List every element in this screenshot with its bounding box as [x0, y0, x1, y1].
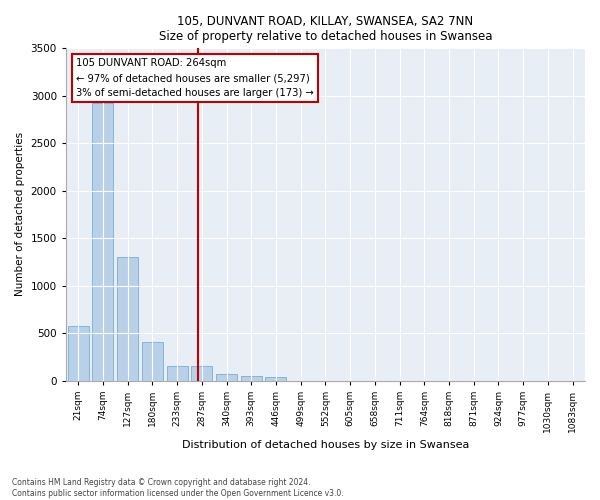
Bar	[191, 366, 212, 380]
X-axis label: Distribution of detached houses by size in Swansea: Distribution of detached houses by size …	[182, 440, 469, 450]
Bar	[265, 376, 286, 380]
Bar	[241, 376, 262, 380]
Bar	[68, 326, 89, 380]
Text: Contains HM Land Registry data © Crown copyright and database right 2024.
Contai: Contains HM Land Registry data © Crown c…	[12, 478, 344, 498]
Bar	[167, 366, 188, 380]
Bar	[92, 104, 113, 380]
Bar	[117, 257, 138, 380]
Y-axis label: Number of detached properties: Number of detached properties	[15, 132, 25, 296]
Bar	[142, 342, 163, 380]
Bar	[216, 374, 237, 380]
Title: 105, DUNVANT ROAD, KILLAY, SWANSEA, SA2 7NN
Size of property relative to detache: 105, DUNVANT ROAD, KILLAY, SWANSEA, SA2 …	[158, 15, 492, 43]
Text: 105 DUNVANT ROAD: 264sqm
← 97% of detached houses are smaller (5,297)
3% of semi: 105 DUNVANT ROAD: 264sqm ← 97% of detach…	[76, 58, 314, 98]
